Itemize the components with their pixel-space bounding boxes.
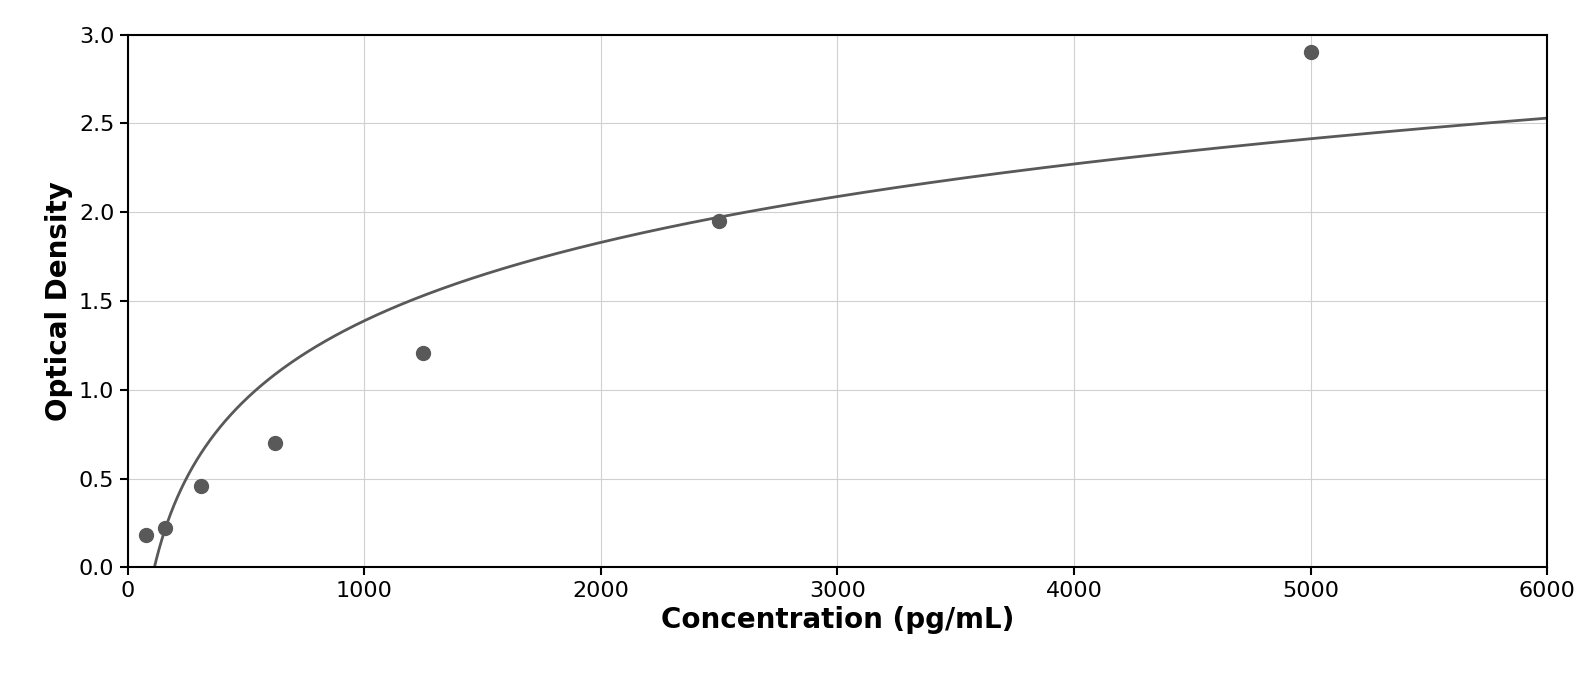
Point <box>1298 47 1324 58</box>
Point <box>152 523 177 534</box>
Point <box>410 347 435 358</box>
Point <box>134 530 160 541</box>
Point <box>263 437 289 448</box>
Point <box>188 480 214 491</box>
Y-axis label: Optical Density: Optical Density <box>45 181 73 421</box>
X-axis label: Concentration (pg/mL): Concentration (pg/mL) <box>660 606 1014 634</box>
Point <box>707 216 732 227</box>
